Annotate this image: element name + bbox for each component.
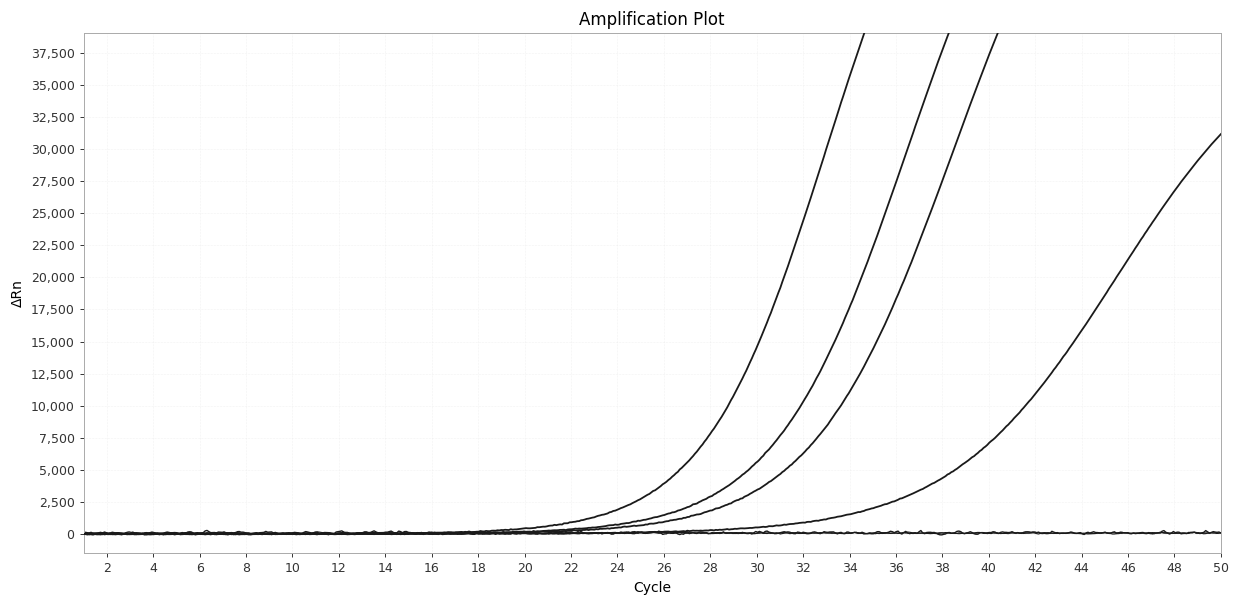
Title: Amplification Plot: Amplification Plot	[579, 11, 725, 29]
Y-axis label: ΔRn: ΔRn	[11, 279, 25, 307]
X-axis label: Cycle: Cycle	[634, 581, 671, 595]
